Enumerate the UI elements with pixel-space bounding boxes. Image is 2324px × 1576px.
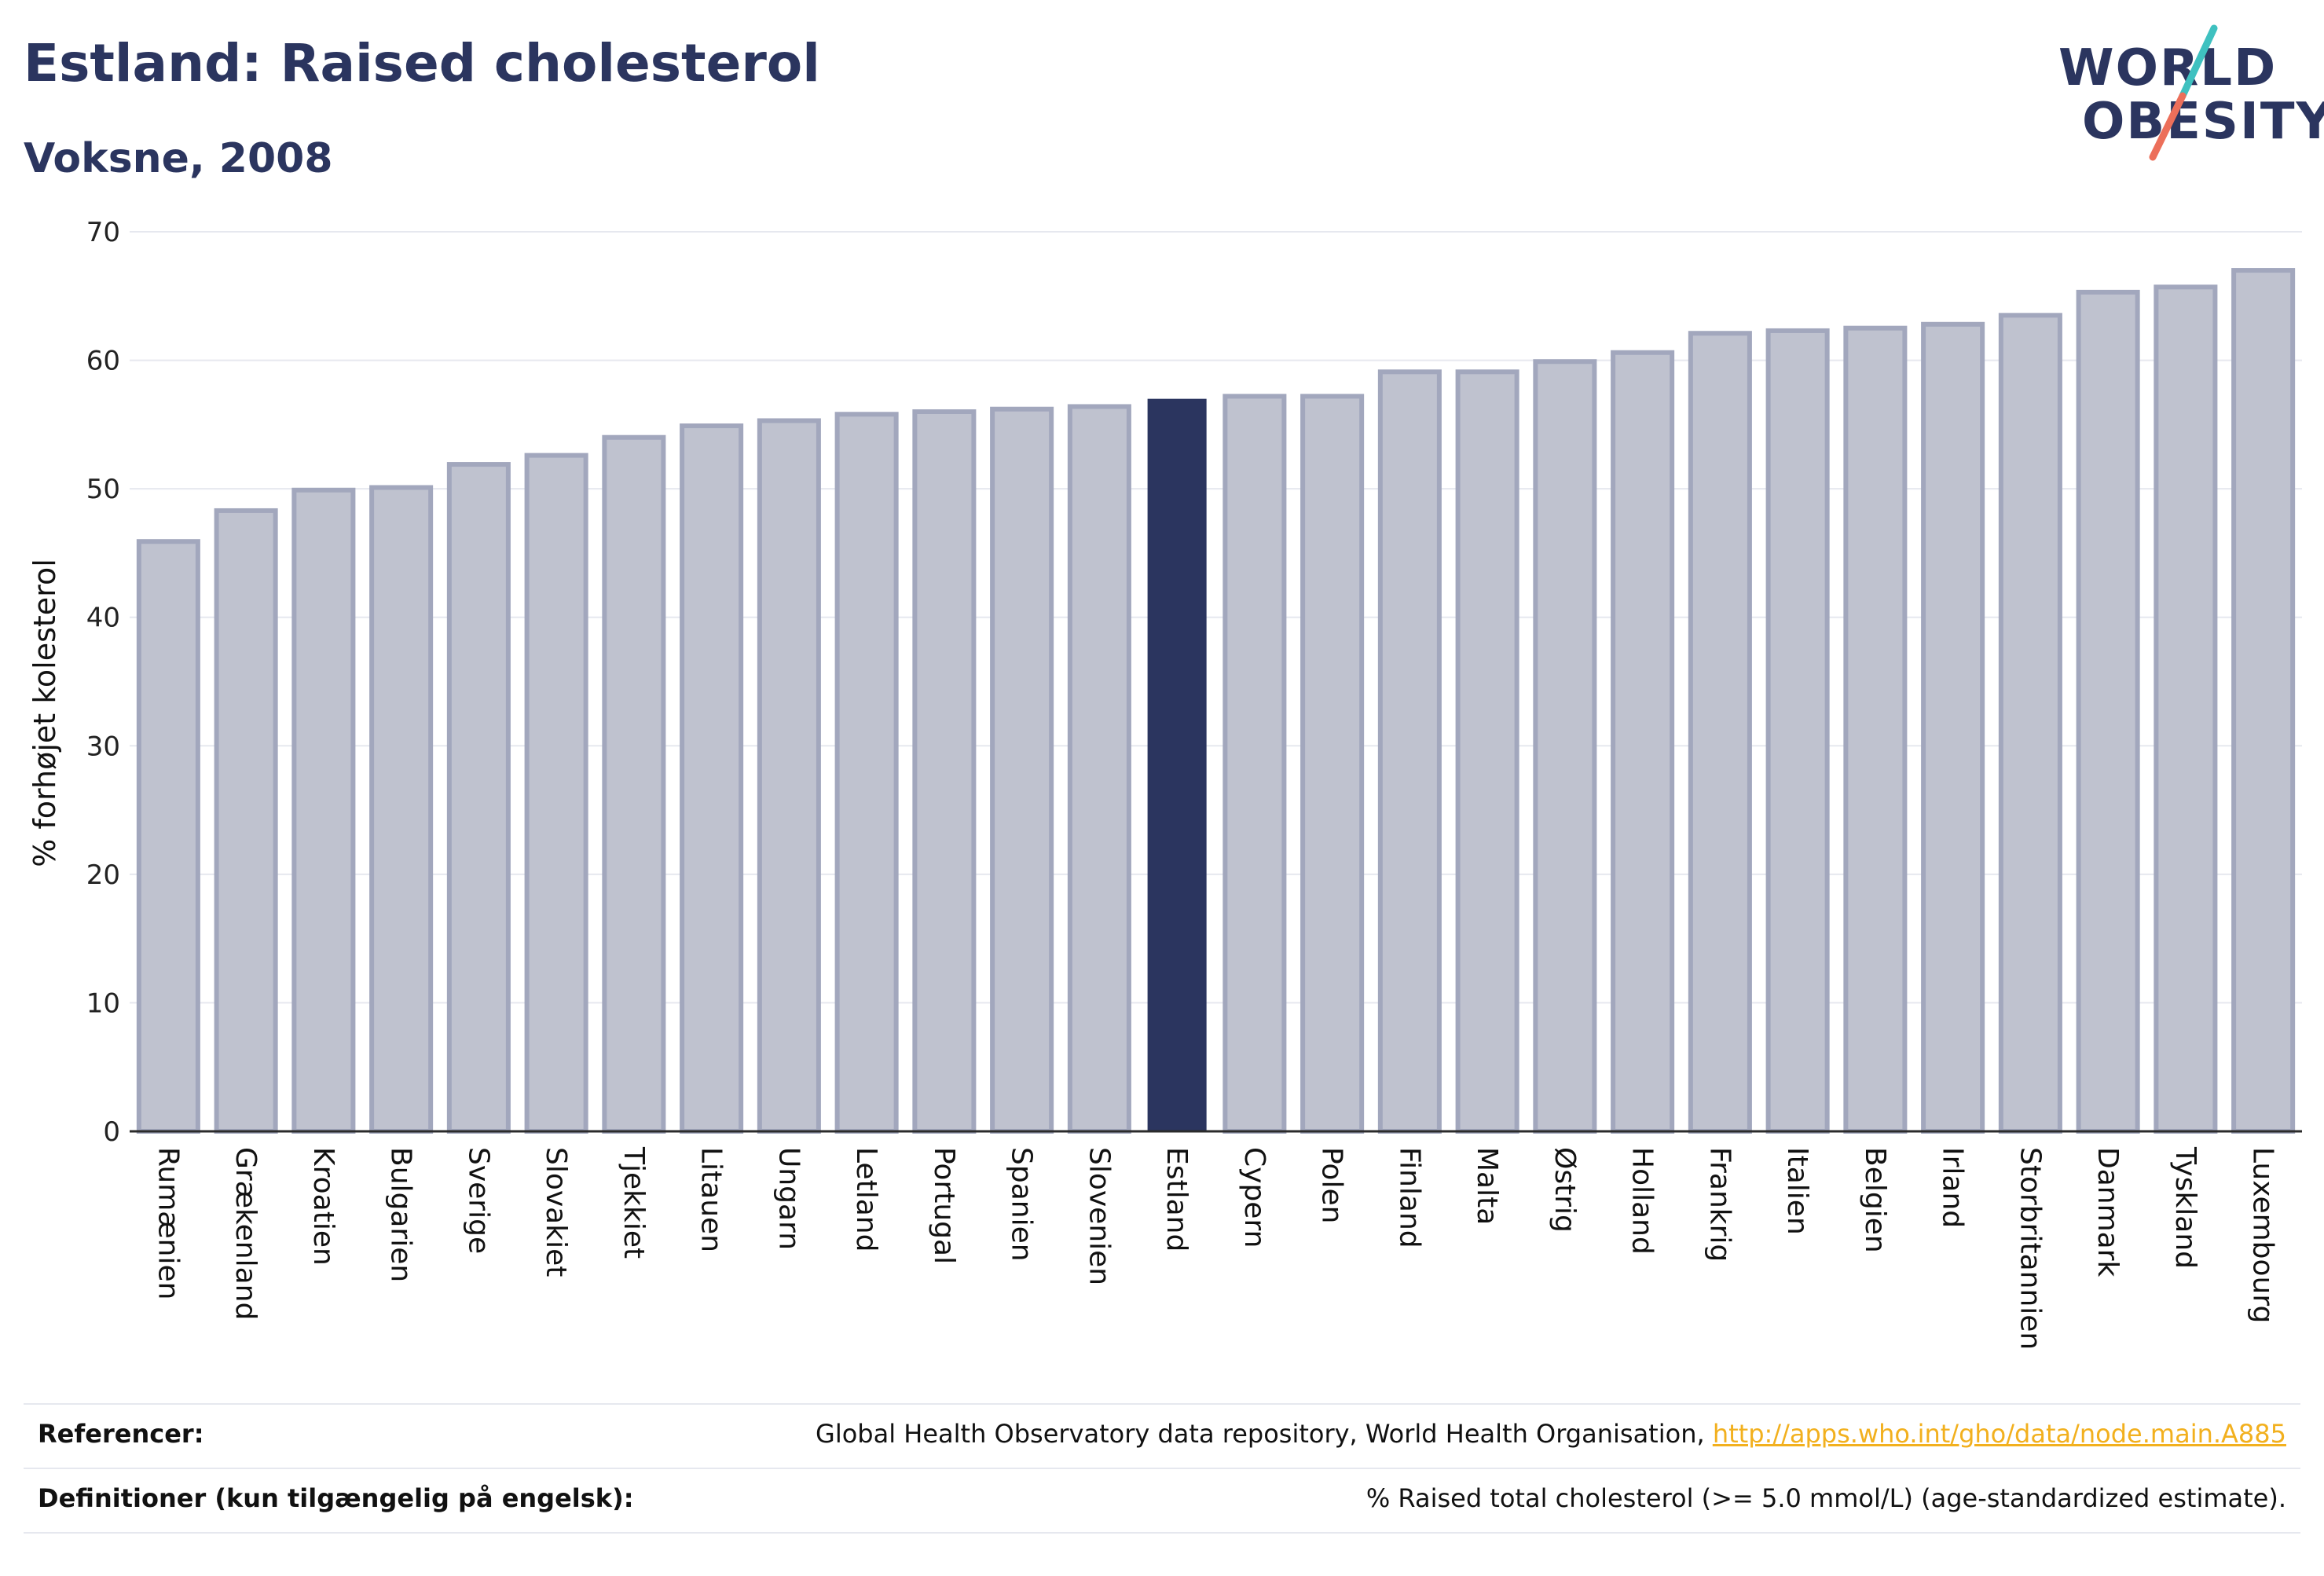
x-tick-label: Slovakiet — [540, 1147, 572, 1277]
y-tick-label: 20 — [86, 859, 120, 891]
x-tick-label: Irland — [1937, 1147, 1969, 1228]
bar — [446, 462, 511, 1134]
x-tick-label: Østrig — [1549, 1147, 1581, 1233]
x-tick-label: Estland — [1160, 1147, 1193, 1252]
bar — [1611, 350, 1675, 1134]
x-tick-label: Portugal — [928, 1147, 960, 1264]
x-tick-label: Tyskland — [2169, 1146, 2201, 1269]
x-tick-label: Slovenien — [1083, 1147, 1115, 1285]
x-tick-label: Belgien — [1859, 1147, 1891, 1253]
bar — [1921, 321, 1985, 1134]
x-tick-label: Holland — [1626, 1147, 1659, 1255]
x-tick-label: Grækenland — [229, 1147, 262, 1320]
bar — [1222, 394, 1287, 1134]
bar — [990, 406, 1054, 1134]
x-tick-label: Letland — [850, 1147, 882, 1252]
footer-divider — [24, 1468, 2300, 1469]
bar — [524, 453, 588, 1134]
bar — [912, 409, 977, 1134]
x-tick-label: Sverige — [462, 1147, 494, 1254]
x-tick-label: Ungarn — [772, 1147, 805, 1250]
bar — [369, 485, 434, 1134]
logo-line1: WORLD — [2058, 39, 2278, 97]
bar — [2154, 284, 2218, 1134]
references-row: Referencer: Global Health Observatory da… — [24, 1408, 2286, 1463]
page-title: Estland: Raised cholesterol — [24, 33, 820, 93]
x-tick-label: Malta — [1471, 1147, 1503, 1225]
x-tick-label: Storbritannien — [2014, 1147, 2046, 1350]
x-tick-label: Rumænien — [152, 1147, 184, 1299]
bar — [680, 423, 744, 1134]
bar — [214, 508, 278, 1134]
y-tick-label: 40 — [86, 603, 120, 634]
bar — [1843, 325, 1908, 1134]
bar — [136, 539, 200, 1134]
references-label: Referencer: — [38, 1419, 204, 1449]
y-tick-label: 60 — [86, 346, 120, 377]
bar — [1533, 359, 1597, 1134]
logo-slash-icon — [2149, 24, 2218, 161]
bar — [2231, 268, 2296, 1134]
y-axis-label: % forhøjet kolesterol — [27, 559, 62, 867]
definitions-value: % Raised total cholesterol (>= 5.0 mmol/… — [1365, 1483, 2286, 1513]
x-tick-label: Luxembourg — [2247, 1147, 2279, 1323]
x-tick-label: Finland — [1393, 1147, 1425, 1248]
bar — [834, 412, 899, 1134]
bar — [1300, 394, 1365, 1134]
logo-line2: OBESITY — [2082, 93, 2324, 151]
bar — [602, 434, 666, 1134]
bar — [1377, 369, 1442, 1134]
world-obesity-logo[interactable]: WORLD OBESITY — [2043, 24, 2324, 165]
x-tick-label: Tjekkiet — [618, 1146, 650, 1259]
x-tick-label: Spanien — [1006, 1147, 1038, 1262]
definitions-label: Definitioner (kun tilgængelig på engelsk… — [38, 1483, 634, 1513]
x-tick-label: Bulgarien — [385, 1147, 417, 1282]
bar — [1067, 404, 1131, 1134]
x-tick-label: Danmark — [2091, 1147, 2124, 1277]
bar — [1998, 313, 2062, 1134]
x-tick-label: Litauen — [695, 1147, 728, 1252]
bar — [1765, 328, 1830, 1134]
bar — [1147, 398, 1207, 1132]
footer-divider — [24, 1403, 2300, 1405]
y-tick-label: 50 — [86, 474, 120, 505]
references-link[interactable]: http://apps.who.int/gho/data/node.main.A… — [1712, 1419, 2286, 1449]
references-value: Global Health Observatory data repositor… — [816, 1419, 2286, 1449]
y-tick-label: 0 — [103, 1116, 120, 1148]
bar — [1455, 369, 1519, 1134]
x-tick-label: Italien — [1781, 1147, 1813, 1235]
x-tick-label: Kroatien — [307, 1147, 339, 1266]
y-tick-label: 70 — [86, 217, 120, 248]
x-tick-label: Polen — [1316, 1147, 1348, 1223]
bar — [291, 487, 356, 1134]
definitions-row: Definitioner (kun tilgængelig på engelsk… — [24, 1472, 2286, 1527]
references-text: Global Health Observatory data repositor… — [816, 1419, 1713, 1449]
x-tick-label: Cypern — [1238, 1147, 1270, 1248]
x-tick-label: Frankrig — [1703, 1147, 1736, 1262]
bar — [1688, 331, 1752, 1134]
footer-divider — [24, 1532, 2300, 1534]
bar — [2076, 289, 2140, 1134]
bar-chart: 0 10 20 30 40 50 60 70 % forhøjet kolesterol Rumæ… — [27, 217, 2302, 1350]
y-tick-label: 30 — [86, 731, 120, 762]
page-subtitle: Voksne, 2008 — [24, 135, 333, 182]
bar — [757, 418, 821, 1134]
y-tick-label: 10 — [86, 988, 120, 1019]
